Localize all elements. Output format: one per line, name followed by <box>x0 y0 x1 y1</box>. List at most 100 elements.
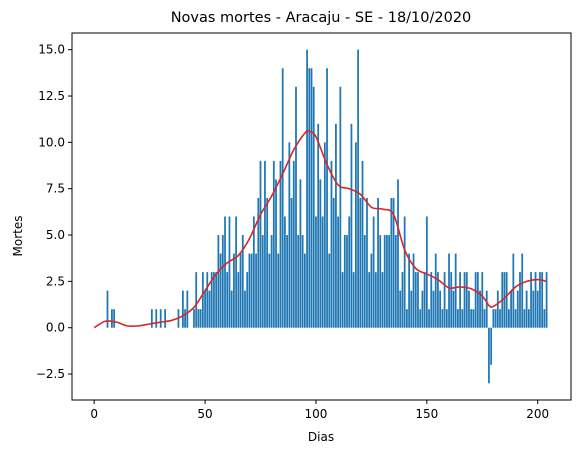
bar <box>379 235 382 328</box>
bar <box>479 290 481 328</box>
x-tick-label: 150 <box>415 407 438 421</box>
bar <box>443 272 446 328</box>
line-series <box>93 129 547 329</box>
bar <box>279 160 282 328</box>
bar <box>150 309 153 328</box>
bar <box>539 272 541 328</box>
bar <box>292 160 295 328</box>
bar <box>430 272 433 328</box>
bar <box>421 290 424 328</box>
x-tick-label: 100 <box>305 407 328 421</box>
bar <box>315 216 317 328</box>
bar <box>483 309 486 328</box>
bar <box>541 272 544 328</box>
bar <box>512 253 515 328</box>
bar <box>372 216 375 328</box>
bar <box>164 309 167 328</box>
bar <box>248 253 251 328</box>
bar <box>499 309 501 328</box>
bar <box>111 309 113 328</box>
bar <box>437 272 439 328</box>
bar <box>508 309 510 328</box>
bar <box>459 272 461 328</box>
bar <box>428 309 430 328</box>
bar <box>463 272 466 328</box>
bar <box>514 309 517 328</box>
bar <box>386 235 388 328</box>
bar <box>330 160 333 328</box>
bar <box>470 309 473 328</box>
bar <box>481 272 484 328</box>
bar <box>399 290 402 328</box>
bar <box>354 142 357 328</box>
bar <box>445 309 448 328</box>
bar <box>235 216 237 328</box>
bar <box>252 216 255 328</box>
bar <box>312 86 315 328</box>
bar <box>239 253 242 328</box>
bar <box>264 160 266 328</box>
bar <box>408 253 410 328</box>
bar <box>359 197 362 328</box>
bar <box>374 272 377 328</box>
bar <box>195 272 198 328</box>
bar <box>323 142 326 328</box>
bar <box>536 290 539 328</box>
bar <box>219 253 222 328</box>
bar <box>310 68 313 328</box>
bar <box>516 290 519 328</box>
y-tick-label: 7.5 <box>46 182 65 196</box>
bar <box>159 309 162 328</box>
bar <box>348 216 351 328</box>
bar <box>350 123 353 328</box>
bar <box>317 123 320 328</box>
smoothed-line <box>93 129 547 329</box>
bar <box>519 272 521 328</box>
bar <box>290 197 293 328</box>
bar <box>530 272 532 328</box>
bar <box>450 272 453 328</box>
bar <box>259 160 262 328</box>
bar <box>452 290 455 328</box>
x-tick-label: 0 <box>90 407 98 421</box>
bar <box>186 290 189 328</box>
bar <box>419 309 422 328</box>
bar <box>257 197 260 328</box>
bar <box>246 272 249 328</box>
bar <box>284 216 286 328</box>
plot-frame <box>71 32 572 401</box>
bar <box>439 290 442 328</box>
bar <box>332 197 335 328</box>
bar <box>410 290 413 328</box>
bar <box>286 235 289 328</box>
bar <box>346 235 348 328</box>
bar <box>397 179 399 328</box>
bar <box>328 253 331 328</box>
bar <box>303 253 306 328</box>
bar <box>423 272 426 328</box>
bar <box>233 253 235 328</box>
bar <box>414 272 417 328</box>
bar <box>295 86 297 328</box>
bar <box>221 235 224 328</box>
bar <box>155 309 158 328</box>
chart-title: Novas mortes - Aracaju - SE - 18/10/2020 <box>171 10 472 26</box>
bar <box>503 272 506 328</box>
bar <box>543 309 546 328</box>
bar <box>230 290 233 328</box>
bar <box>201 272 204 328</box>
bar <box>270 235 273 328</box>
bar <box>343 235 346 328</box>
bar <box>301 235 304 328</box>
bar <box>224 216 226 328</box>
bar <box>204 290 206 328</box>
bar <box>208 290 211 328</box>
bar <box>281 68 284 328</box>
y-tick-label: 2.5 <box>46 274 65 288</box>
bar <box>457 309 459 328</box>
bar <box>434 253 437 328</box>
bar <box>461 309 464 328</box>
bar <box>468 290 470 328</box>
bar <box>250 253 253 328</box>
bar <box>368 272 371 328</box>
